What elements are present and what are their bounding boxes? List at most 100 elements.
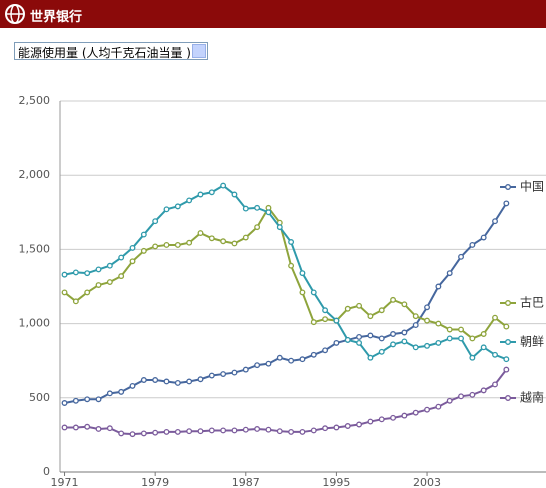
legend-marker [505,339,511,345]
dropdown-label: 能源使用量 (人均千克石油当量 ) [18,46,191,60]
header-title: 世界银行 [30,10,83,25]
data-point [72,397,79,404]
data-point [265,209,272,216]
y-tick-label: 0 [43,465,50,478]
data-point [208,372,215,379]
data-point [106,425,113,432]
data-point [84,270,91,277]
data-point [412,322,419,329]
data-point [367,332,374,339]
data-point [129,258,136,265]
data-point [424,342,430,349]
data-point [492,381,498,388]
data-point [129,431,136,438]
data-point [242,234,249,241]
data-point [424,406,430,413]
data-point [503,323,510,330]
legend-marker [505,184,511,190]
data-point [163,378,170,385]
indicator-dropdown[interactable]: 能源使用量 (人均千克石油当量 ) [14,42,208,60]
data-point [61,424,68,431]
data-point [446,335,453,342]
legend-label: 朝鲜 [520,335,544,349]
x-tick-label: 1987 [232,476,260,488]
data-point [288,428,295,435]
data-point [378,307,385,314]
data-point [469,391,476,398]
data-point [310,319,317,326]
data-point [333,317,340,324]
data-point [480,344,487,351]
data-point [242,426,249,433]
data-point [435,403,442,410]
data-point [435,339,442,346]
data-point [390,414,397,421]
data-point [344,336,351,343]
data-point [288,262,295,269]
data-point [152,429,159,436]
globe-icon [5,4,25,24]
data-point [378,416,385,423]
data-point [254,204,261,211]
data-point [310,427,317,434]
data-point [446,397,453,404]
data-point [503,200,510,207]
data-point [412,313,419,320]
data-point [197,428,204,435]
data-point [118,388,125,395]
data-point [299,289,306,296]
data-point [140,430,147,437]
data-point [356,334,363,340]
data-point [254,426,261,432]
data-point [118,430,125,437]
data-point [140,247,147,254]
data-point [356,339,363,346]
data-point [378,335,385,342]
data-point [163,206,170,213]
legend-label: 中国 [520,179,544,194]
data-point [435,283,442,290]
data-point [288,239,295,245]
data-point [231,369,238,376]
data-point [174,203,181,210]
data-point [356,421,363,428]
x-tick-label: 2003 [413,476,441,488]
data-point [310,289,317,296]
x-tick-label: 1995 [322,476,350,488]
legend-marker [505,300,511,306]
data-point [333,424,340,431]
data-point [299,428,306,435]
series-line [64,184,507,361]
dropdown-arrow[interactable] [192,44,206,58]
data-point [492,351,498,358]
data-point [469,241,476,248]
data-point [220,238,227,245]
data-point [174,241,181,248]
data-point [401,338,408,345]
data-point [208,427,215,434]
data-point [288,357,295,364]
data-point [378,348,385,355]
legend-label: 越南 [520,390,544,405]
data-point [197,376,204,383]
data-point [174,380,181,386]
header-bar: 世界银行 [0,0,546,28]
data-point [140,377,147,383]
data-point [220,427,227,434]
data-point [401,329,408,336]
data-point [276,428,283,435]
data-point [480,387,487,394]
data-point [390,331,397,337]
data-point [401,412,408,419]
data-point [72,269,79,276]
data-point [231,191,238,198]
data-point [299,270,306,277]
x-tick-label: 1979 [141,476,169,488]
data-point [61,271,68,278]
data-point [61,289,68,296]
data-point [503,366,510,373]
series-line [64,202,508,404]
data-point [469,335,476,342]
data-point [458,335,464,342]
